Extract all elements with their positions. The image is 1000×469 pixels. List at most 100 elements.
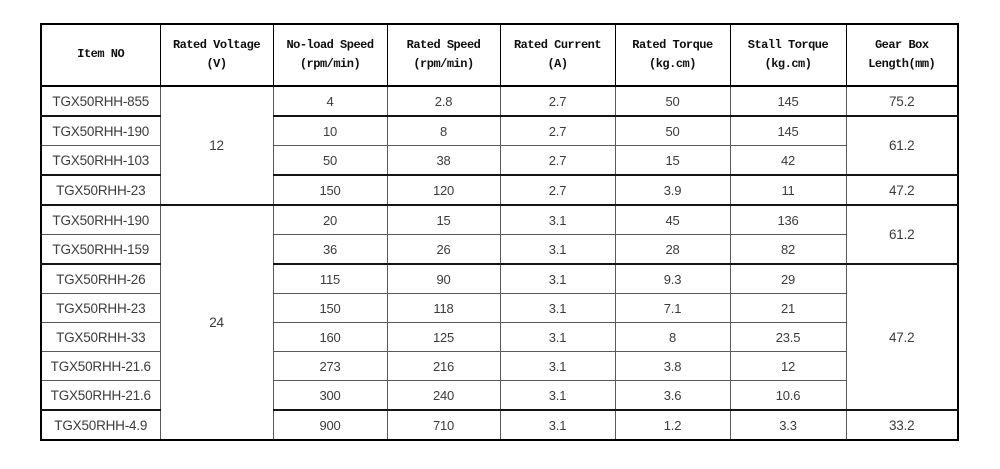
spec-table-body: TGX50RHH-855 12 4 2.8 2.7 50 145 75.2 TGX50RHH-1… — [40, 85, 959, 441]
no-load-speed-cell: 4 — [272, 85, 388, 117]
rated-current-cell: 3.1 — [499, 204, 616, 235]
gear-box-length-cell: 61.2 — [845, 115, 959, 176]
header-subline: (kg.cm) — [764, 57, 812, 71]
rated-current-cell: 3.1 — [499, 322, 616, 352]
rated-current-cell: 3.1 — [499, 409, 616, 441]
rated-torque-cell: 50 — [614, 85, 731, 117]
col-header-rated-current: Rated Current (A) — [499, 23, 616, 87]
item-no-cell: TGX50RHH-33 — [40, 322, 161, 352]
rated-speed-cell: 90 — [386, 263, 501, 294]
item-no-cell: TGX50RHH-26 — [40, 263, 161, 294]
no-load-speed-cell: 20 — [272, 204, 388, 235]
table-row: TGX50RHH-21.6 273 216 3.1 3.8 12 — [40, 351, 958, 381]
table-row: TGX50RHH-103 50 38 2.7 15 42 — [40, 145, 958, 176]
item-no-cell: TGX50RHH-4.9 — [40, 409, 161, 441]
table-row: TGX50RHH-855 12 4 2.8 2.7 50 145 75.2 — [40, 85, 959, 206]
col-header-gear-box-length: Gear Box Length(mm) — [845, 23, 959, 87]
item-no-cell: TGX50RHH-855 — [40, 85, 161, 117]
no-load-speed-cell: 150 — [272, 293, 388, 323]
gear-box-length-cell: 47.2 — [845, 174, 959, 206]
table-row: TGX50RHH-33 160 125 3.1 8 23.5 — [40, 322, 958, 352]
rated-torque-cell: 1.2 — [614, 409, 731, 441]
item-no-cell: TGX50RHH-103 — [40, 145, 161, 176]
no-load-speed-cell: 273 — [272, 351, 388, 381]
stall-torque-cell: 3.3 — [729, 409, 847, 441]
rated-torque-cell: 7.1 — [614, 293, 731, 323]
rated-voltage-cell: 24 — [159, 204, 274, 441]
gear-box-length-cell: 61.2 — [845, 204, 959, 265]
rated-current-cell: 2.7 — [499, 174, 616, 206]
header-line: Rated Voltage — [172, 37, 261, 52]
stall-torque-cell: 82 — [729, 234, 847, 265]
gear-box-length-cell: 33.2 — [845, 409, 959, 441]
item-no-cell: TGX50RHH-159 — [40, 234, 161, 265]
table-row: TGX50RHH-4.9 900 710 3.1 1.2 3.3 33.2 — [40, 409, 959, 441]
stall-torque-cell: 136 — [729, 204, 847, 235]
gear-box-length-cell: 75.2 — [845, 85, 959, 117]
header-line: Item NO — [77, 47, 125, 62]
col-header-rated-torque: Rated Torque (kg.cm) — [614, 23, 731, 87]
no-load-speed-cell: 50 — [272, 145, 388, 176]
rated-current-cell: 3.1 — [499, 293, 616, 323]
header-subline: Length(mm) — [868, 57, 936, 71]
header-line: Stall Torque — [747, 37, 829, 52]
col-header-item-no: Item NO — [40, 23, 161, 87]
rated-speed-cell: 120 — [386, 174, 501, 206]
item-no-cell: TGX50RHH-23 — [40, 174, 161, 206]
rated-current-cell: 2.7 — [499, 145, 616, 176]
rated-speed-cell: 118 — [386, 293, 501, 323]
rated-speed-cell: 240 — [386, 380, 501, 411]
rated-torque-cell: 3.8 — [614, 351, 731, 381]
header-subline: (rpm/min) — [413, 57, 474, 71]
rated-torque-cell: 15 — [614, 145, 731, 176]
stall-torque-cell: 11 — [729, 174, 847, 206]
col-header-rated-voltage: Rated Voltage (V) — [159, 23, 274, 87]
col-header-no-load-speed: No-load Speed (rpm/min) — [272, 23, 388, 87]
item-no-cell: TGX50RHH-21.6 — [40, 380, 161, 411]
rated-speed-cell: 710 — [386, 409, 501, 441]
header-line: No-load Speed — [286, 37, 374, 52]
col-header-rated-speed: Rated Speed (rpm/min) — [386, 23, 501, 87]
col-header-stall-torque: Stall Torque (kg.cm) — [729, 23, 847, 87]
rated-torque-cell: 45 — [614, 204, 731, 235]
item-no-cell: TGX50RHH-190 — [40, 115, 161, 146]
rated-current-cell: 2.7 — [499, 115, 616, 146]
header-line: Rated Torque — [632, 37, 713, 52]
rated-speed-cell: 38 — [386, 145, 501, 176]
item-no-cell: TGX50RHH-190 — [40, 204, 161, 235]
stall-torque-cell: 12 — [729, 351, 847, 381]
stall-torque-cell: 23.5 — [729, 322, 847, 352]
rated-current-cell: 3.1 — [499, 263, 616, 294]
gear-box-length-cell: 47.2 — [845, 263, 959, 411]
no-load-speed-cell: 115 — [272, 263, 388, 294]
header-subline: (rpm/min) — [299, 57, 361, 71]
header-line: Rated Speed — [406, 37, 481, 52]
header-line: Gear Box — [874, 37, 929, 52]
rated-torque-cell: 9.3 — [614, 263, 731, 294]
rated-speed-cell: 15 — [386, 204, 501, 235]
no-load-speed-cell: 300 — [272, 380, 388, 411]
rated-current-cell: 3.1 — [499, 380, 616, 411]
rated-speed-cell: 125 — [386, 322, 501, 352]
no-load-speed-cell: 150 — [272, 174, 388, 206]
rated-current-cell: 3.1 — [499, 351, 616, 381]
motor-spec-table: Item NO Rated Voltage (V) No-load Speed (r… — [40, 23, 959, 441]
rated-torque-cell: 3.6 — [614, 380, 731, 411]
no-load-speed-cell: 36 — [272, 234, 388, 265]
stall-torque-cell: 10.6 — [729, 380, 847, 411]
header-row: Item NO Rated Voltage (V) No-load Speed (r… — [40, 23, 959, 87]
rated-torque-cell: 8 — [614, 322, 731, 352]
rated-torque-cell: 3.9 — [614, 174, 731, 206]
table-row: TGX50RHH-190 10 8 2.7 50 145 61.2 — [40, 115, 959, 176]
no-load-speed-cell: 160 — [272, 322, 388, 352]
rated-speed-cell: 26 — [386, 234, 501, 265]
header-subline: (V) — [206, 57, 227, 71]
rated-current-cell: 2.7 — [499, 85, 616, 117]
rated-torque-cell: 50 — [614, 115, 731, 146]
header-line: Rated Current — [513, 37, 602, 52]
stall-torque-cell: 42 — [729, 145, 847, 176]
no-load-speed-cell: 10 — [272, 115, 388, 146]
header-subline: (kg.cm) — [649, 57, 696, 71]
rated-speed-cell: 216 — [386, 351, 501, 381]
